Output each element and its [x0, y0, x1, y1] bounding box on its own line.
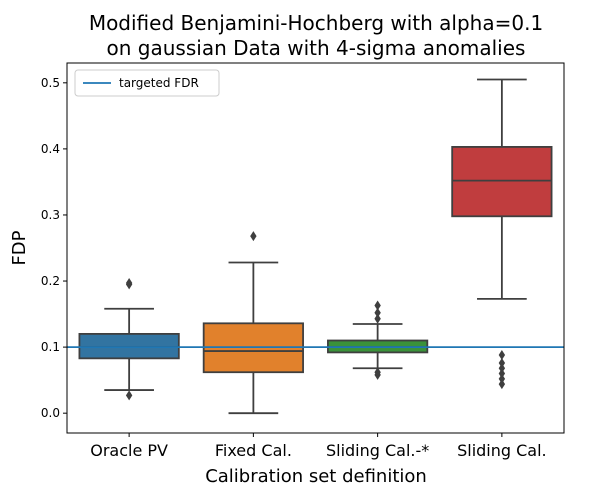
outlier-point [125, 390, 133, 401]
y-tick-label: 0.0 [41, 406, 60, 420]
outlier-point [498, 373, 506, 384]
plot-area: 0.0 0.1 0.2 0.3 0.4 0.5 Oracle PV Fixed Cal. Sli… [41, 76, 564, 460]
outlier-point [498, 363, 506, 374]
outlier-point [374, 300, 381, 311]
y-tick-label: 0.3 [41, 208, 60, 222]
outlier-point [125, 278, 133, 289]
chart-title-line1: Modified Benjamini-Hochberg with alpha=0… [89, 11, 543, 35]
x-tick-label: Sliding Cal. [457, 441, 547, 460]
x-tick-label: Fixed Cal. [215, 441, 292, 460]
outlier-point [374, 367, 381, 378]
outlier-point [498, 379, 506, 390]
legend-label-targeted-fdr: targeted FDR [119, 76, 199, 90]
legend: targeted FDR [74, 69, 220, 97]
y-tick-label: 0.4 [41, 142, 60, 156]
outlier-point [498, 350, 506, 361]
legend-box [74, 69, 220, 97]
x-tick-label: Oracle PV [90, 441, 168, 460]
outlier-point [498, 368, 506, 379]
y-tick-label: 0.1 [41, 340, 60, 354]
outlier-point [250, 231, 257, 242]
x-tick-label: Sliding Cal.-* [326, 441, 429, 460]
box [451, 146, 553, 218]
outlier-point [498, 357, 506, 368]
box [78, 332, 180, 360]
outlier-point [374, 307, 381, 318]
y-axis-label: FDP [9, 230, 30, 265]
chart-title-line2: on gaussian Data with 4-sigma anomalies [107, 36, 526, 60]
outlier-point [374, 313, 381, 324]
x-axis-label: Calibration set definition [205, 466, 427, 487]
y-tick-label: 0.2 [41, 274, 60, 288]
axes-frame [66, 62, 565, 434]
y-tick-label: 0.5 [41, 76, 60, 90]
